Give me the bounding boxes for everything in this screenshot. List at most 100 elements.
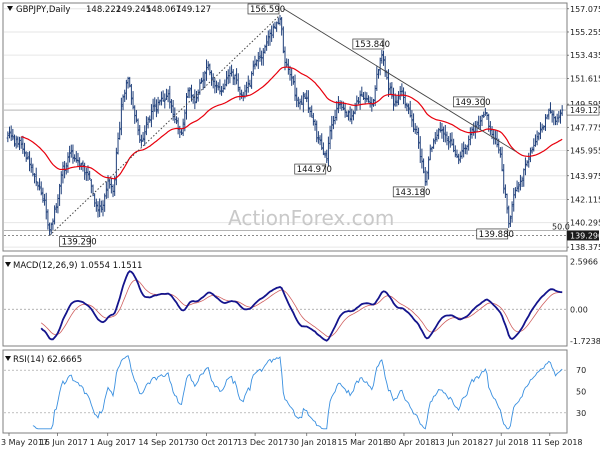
- ohlc-bar: [352, 110, 355, 121]
- ohlc-bar: [133, 105, 136, 124]
- ohlc-bar: [71, 144, 75, 164]
- ohlc-bar: [559, 109, 562, 124]
- x-axis-label: 30 Jan 2018: [289, 438, 337, 447]
- ohlc-bar: [21, 135, 25, 154]
- ohlc-bar: [30, 157, 33, 173]
- ohlc-bar: [482, 111, 485, 118]
- ohlc-bar: [358, 90, 362, 110]
- ohlc-bar: [73, 154, 76, 162]
- ohlc-bar: [278, 14, 282, 26]
- ohlc-bar: [330, 115, 333, 140]
- annotation-layer: 156.590 153.840 149.300 144.970 143.180 139.8…: [59, 3, 514, 247]
- price-axis-label: 153.435: [570, 51, 600, 60]
- ohlc-bar: [262, 48, 265, 66]
- ohlc-bar: [95, 198, 98, 212]
- price-annotation-label: 143.180: [395, 188, 430, 198]
- ohlc-bar: [449, 132, 452, 148]
- ohlc-bar: [180, 129, 183, 136]
- ohlc-bar: [297, 96, 300, 108]
- ohlc-bar: [318, 135, 322, 146]
- last-price-tag: [566, 104, 600, 116]
- collapse-arrow-icon[interactable]: [5, 356, 11, 361]
- ohlc-bar: [517, 181, 520, 193]
- ohlc-bar: [68, 145, 71, 163]
- ohlc-bar: [540, 123, 544, 133]
- ohlc-bar: [405, 102, 409, 112]
- ohlc-bar: [273, 21, 277, 29]
- ohlc-bar: [23, 142, 26, 157]
- ohlc-bar: [285, 58, 288, 67]
- macd-line: [40, 270, 563, 342]
- axes-layer: 157.075 155.255 153.435 151.615 149.595 147.7…: [1, 5, 600, 447]
- price-axis-label: 149.595: [570, 100, 600, 109]
- ohlc-bar: [542, 125, 545, 131]
- price-annotation-box: [392, 186, 425, 198]
- macd-signal-line: [40, 279, 563, 338]
- ohlc-bar: [148, 115, 151, 123]
- macd-axis-label: 2.5966: [570, 258, 598, 267]
- price-axis-label: 143.975: [570, 172, 600, 181]
- ohlc-bar: [96, 201, 100, 218]
- ohlc-bar: [397, 91, 400, 106]
- price-annotation-box: [476, 228, 509, 240]
- ohlc-bar: [440, 123, 444, 139]
- price-annotation-label: 139.880: [479, 230, 514, 240]
- ohlc-bar: [480, 114, 484, 127]
- ohlc-bar: [484, 107, 487, 116]
- ohlc-bar: [265, 35, 268, 51]
- ohlc-bar: [328, 125, 332, 150]
- macd-series-layer: [4, 270, 566, 342]
- ohlc-bar: [257, 51, 260, 69]
- ohlc-bar: [424, 167, 427, 186]
- ohlc-bar: [161, 90, 165, 102]
- open-value: 148.222: [86, 5, 121, 15]
- ohlc-bar: [36, 181, 40, 191]
- collapse-arrow-icon[interactable]: [7, 6, 13, 11]
- trendline: [283, 8, 516, 152]
- price-annotation-box: [59, 236, 91, 247]
- ohlc-bar: [325, 149, 328, 164]
- ohlc-bar: [50, 222, 53, 235]
- price-axis-label: 142.115: [570, 195, 600, 204]
- ohlc-bar: [26, 151, 30, 160]
- ohlc-bar: [293, 74, 297, 101]
- ohlc-bar: [347, 110, 350, 121]
- ohlc-bar: [529, 147, 532, 163]
- ohlc-bar: [530, 146, 534, 154]
- ohlc-bar: [310, 105, 313, 118]
- ohlc-bar: [377, 68, 380, 79]
- rsi-axis-label: 30: [576, 409, 586, 418]
- ohlc-bar: [123, 89, 126, 102]
- ohlc-bar: [547, 108, 551, 120]
- ohlc-bar: [410, 110, 414, 127]
- high-value: 149.245: [116, 5, 151, 15]
- close-value: 149.127: [176, 5, 211, 15]
- ohlc-bar: [312, 112, 315, 126]
- price-axis-label: 145.955: [570, 147, 600, 156]
- ohlc-bar: [33, 173, 36, 184]
- ohlc-bar: [465, 145, 469, 155]
- ohlc-bar: [290, 68, 293, 86]
- ohlc-bar: [225, 70, 228, 87]
- ohlc-bar: [175, 116, 178, 125]
- ohlc-bar: [560, 105, 564, 116]
- ohlc-bar: [260, 50, 263, 66]
- ohlc-bar: [343, 103, 347, 118]
- ohlc-bar: [247, 75, 250, 93]
- ohlc-bar: [455, 149, 459, 159]
- ohlc-bar: [165, 88, 168, 101]
- ohlc-bar: [387, 69, 390, 97]
- ohlc-bar: [25, 151, 28, 162]
- price-axis-label: 138.375: [570, 243, 600, 252]
- ohlc-bar: [230, 64, 233, 77]
- price-annotation-box: [247, 3, 280, 15]
- ohlc-bar: [365, 92, 369, 103]
- ohlc-bar: [141, 131, 145, 142]
- ohlc-bar: [121, 94, 125, 111]
- collapse-arrow-icon[interactable]: [5, 262, 11, 267]
- ohlc-bar: [200, 77, 203, 84]
- ohlc-bar: [475, 120, 479, 133]
- watermark: ActionForex.com: [228, 206, 394, 230]
